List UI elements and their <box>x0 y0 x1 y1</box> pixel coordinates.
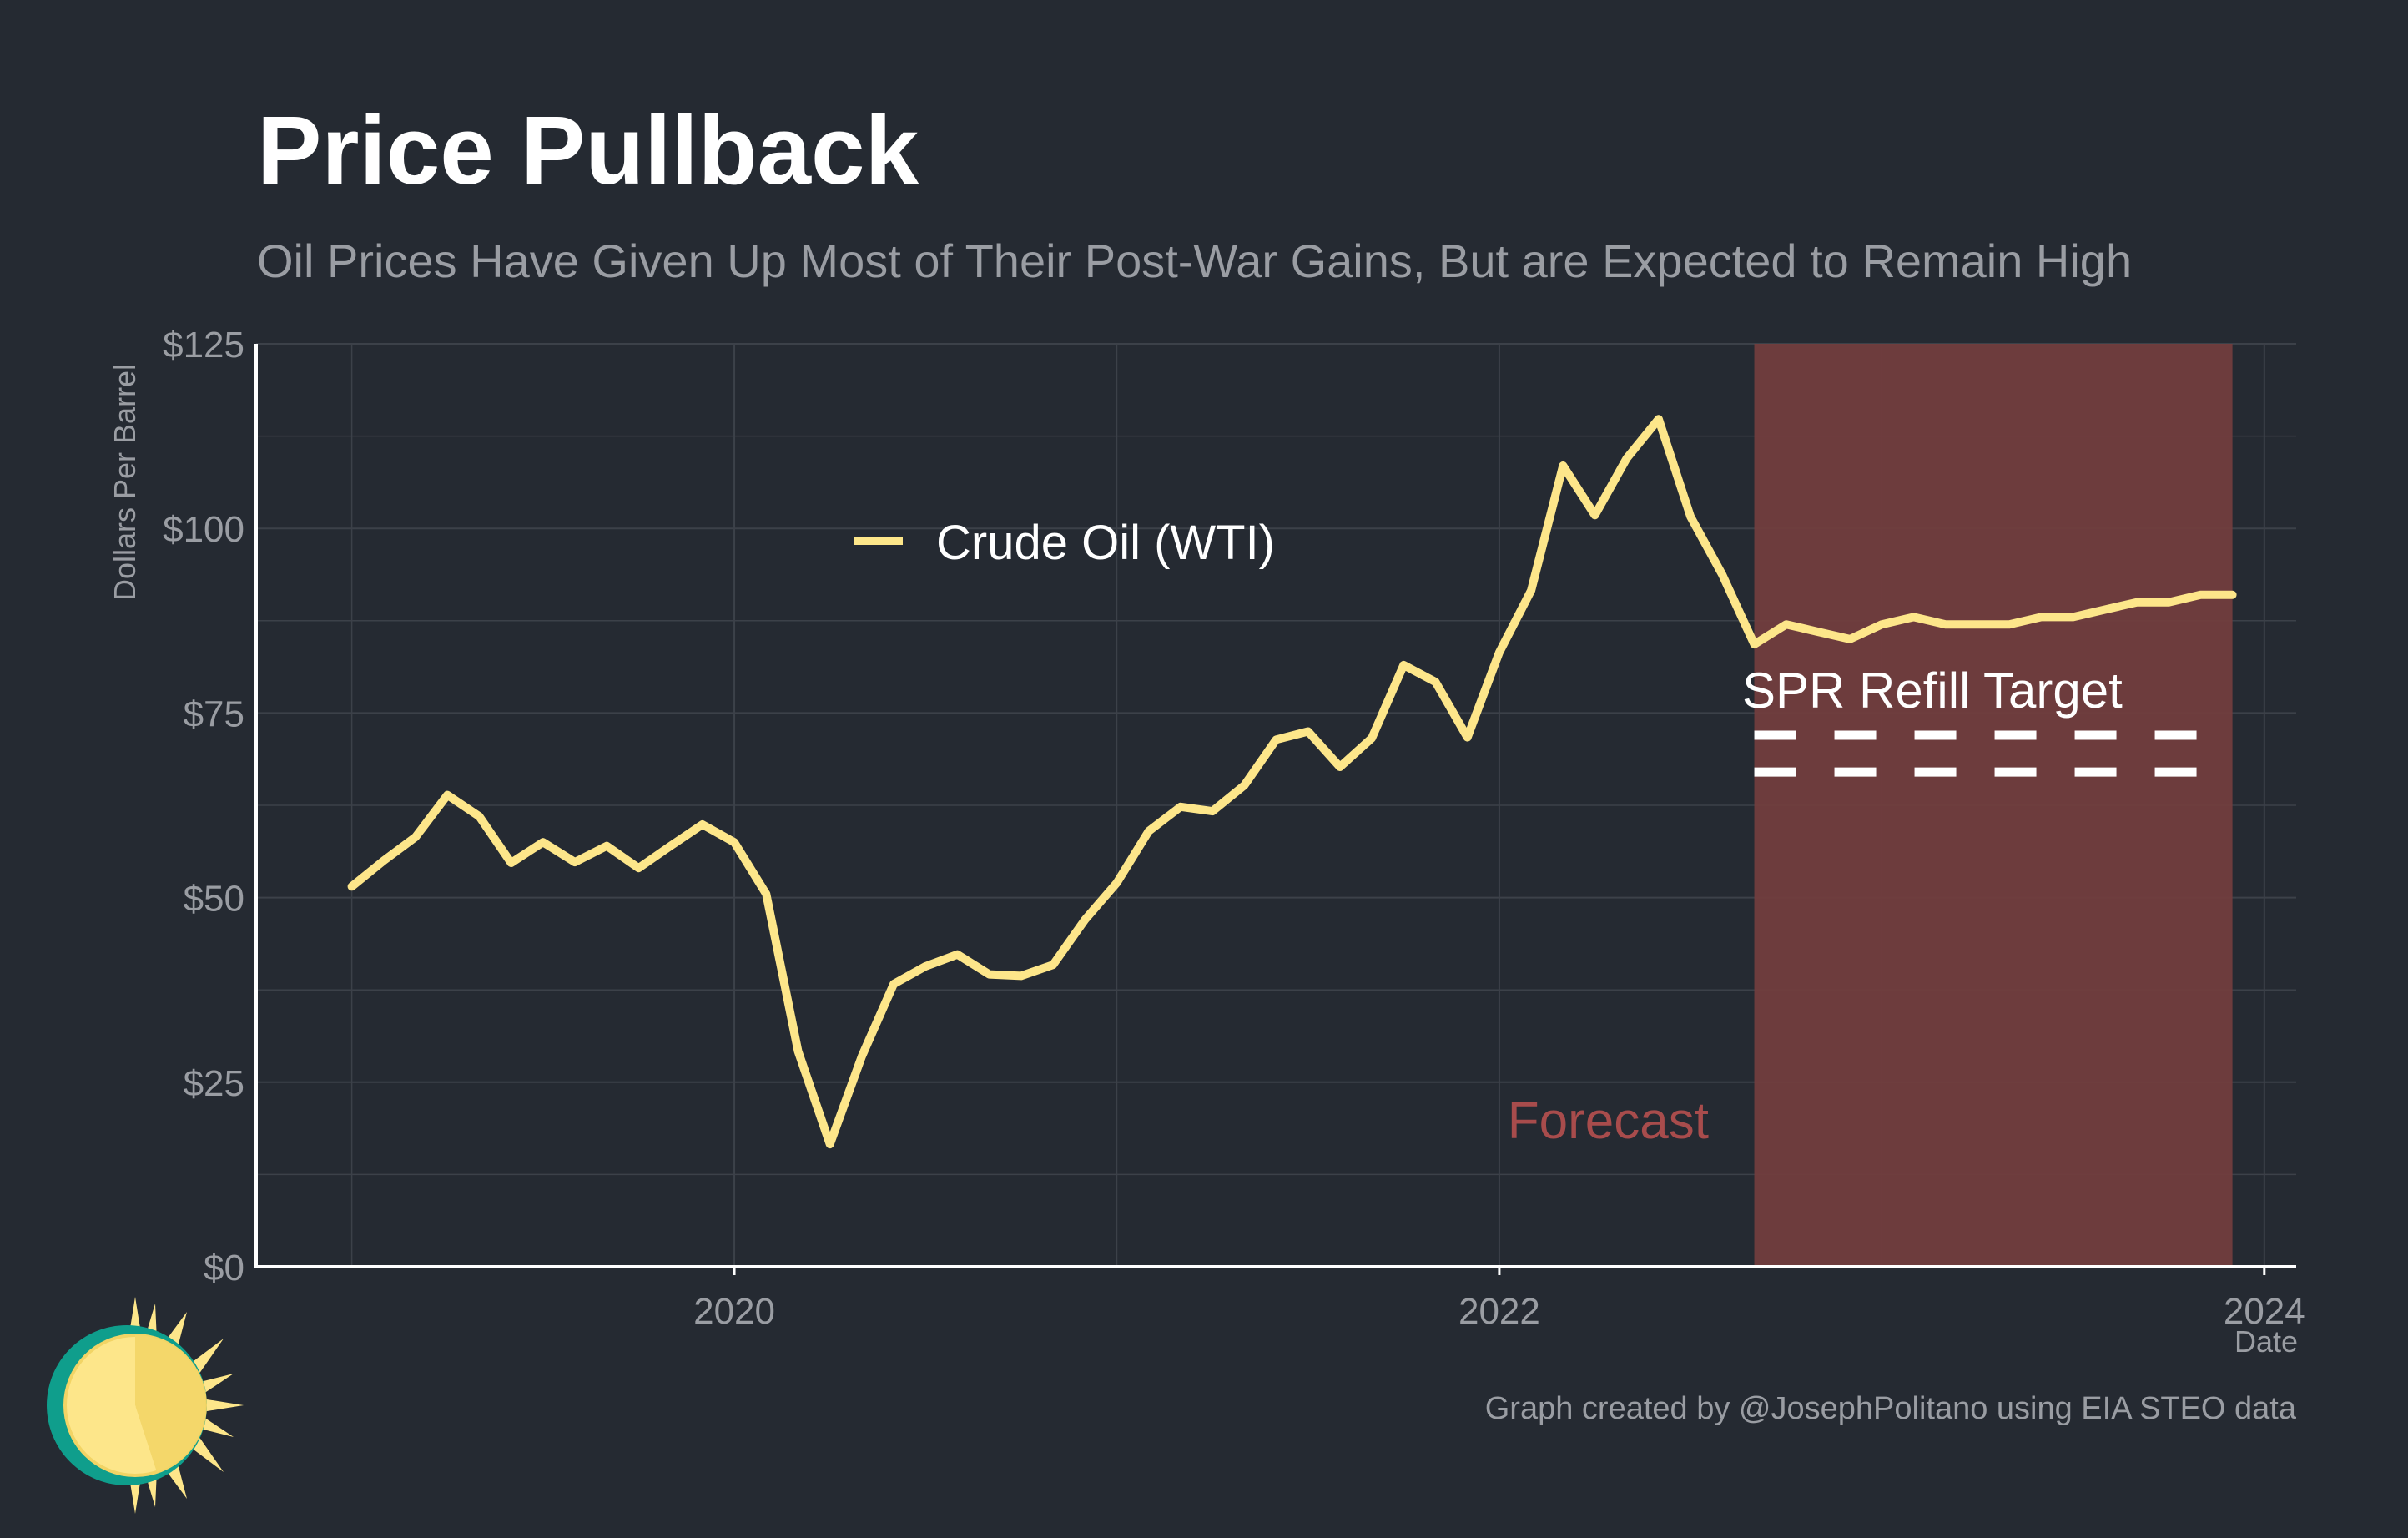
x-tick-label: 2024 <box>2224 1291 2305 1332</box>
spr-label: SPR Refill Target <box>1742 663 2123 719</box>
y-axis-title: Dollars Per Barrel <box>108 364 142 601</box>
chart-subtitle: Oil Prices Have Given Up Most of Their P… <box>257 234 2132 287</box>
forecast-label: Forecast <box>1508 1092 1709 1150</box>
series-layer <box>347 415 2237 1149</box>
forecast-band <box>1754 344 2233 1267</box>
chart-title: Price Pullback <box>257 96 919 204</box>
sun-logo-icon <box>47 1297 244 1514</box>
y-tick-label: $50 <box>184 879 244 920</box>
legend-label: Crude Oil (WTI) <box>936 516 1275 570</box>
y-tick-label: $0 <box>204 1248 244 1288</box>
x-axis-title: Date <box>2234 1324 2298 1359</box>
legend: Crude Oil (WTI) <box>854 516 1275 570</box>
x-axis-ticks: 2020 2022 2024 <box>693 1267 2305 1332</box>
y-tick-label: $125 <box>163 325 244 366</box>
y-axis-ticks: $0 $25 $50 $75 $100 $125 <box>163 325 244 1288</box>
x-tick-label: 2020 <box>693 1291 775 1332</box>
caption: Graph created by @JosephPolitano using E… <box>1485 1391 2297 1426</box>
y-tick-label: $25 <box>184 1063 244 1104</box>
y-tick-label: $75 <box>184 693 244 734</box>
forecast-band-layer <box>1754 344 2233 1267</box>
series-line-crude-oil <box>347 415 2237 1149</box>
y-tick-label: $100 <box>163 509 244 550</box>
grid <box>256 343 2296 1268</box>
x-tick-label: 2022 <box>1458 1291 1540 1332</box>
